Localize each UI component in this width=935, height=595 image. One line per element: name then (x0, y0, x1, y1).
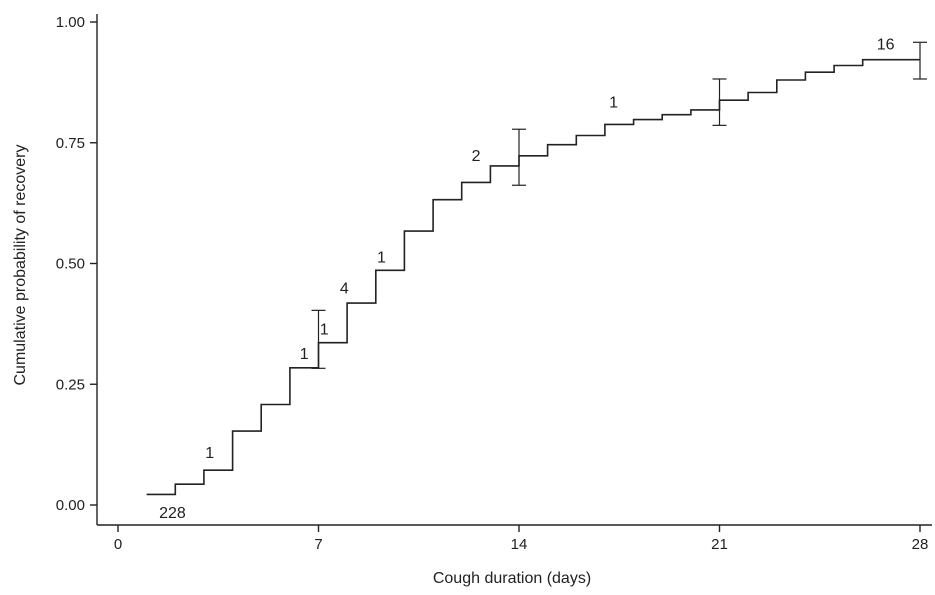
count-annotation: 228 (159, 505, 186, 522)
y-tick-label: 0.75 (56, 135, 85, 152)
count-annotation: 1 (609, 95, 618, 112)
error-bar (311, 309, 326, 369)
count-annotation: 1 (300, 346, 309, 363)
y-tick-label: 0.25 (56, 376, 85, 393)
axes: 0.000.250.500.751.000 7 14 21 28 (56, 14, 932, 553)
km-step-line (146, 58, 920, 496)
count-annotation: 4 (340, 281, 349, 298)
x-tick-label: 7 (314, 536, 322, 553)
error-bar (512, 128, 526, 186)
count-annotation: 1 (205, 445, 214, 462)
error-bar (712, 78, 727, 126)
count-annotation: 1 (377, 249, 386, 266)
x-axis-label: Cough duration (days) (433, 570, 591, 587)
count-annotation: 2 (472, 148, 481, 165)
count-annotation: 1 (320, 322, 329, 339)
y-tick-label: 1.00 (56, 14, 85, 31)
x-tick-label: 14 (511, 536, 528, 553)
count-annotation: 16 (877, 37, 895, 54)
x-tick-label: 0 (114, 536, 122, 553)
y-axis-label: Cumulative probability of recovery (12, 145, 29, 386)
y-tick-label: 0.50 (56, 256, 85, 273)
y-tick-label: 0.00 (56, 497, 85, 514)
x-tick-label: 28 (912, 536, 929, 553)
plot-area (146, 41, 927, 496)
error-bar (913, 41, 927, 80)
x-tick-label: 21 (711, 536, 728, 553)
